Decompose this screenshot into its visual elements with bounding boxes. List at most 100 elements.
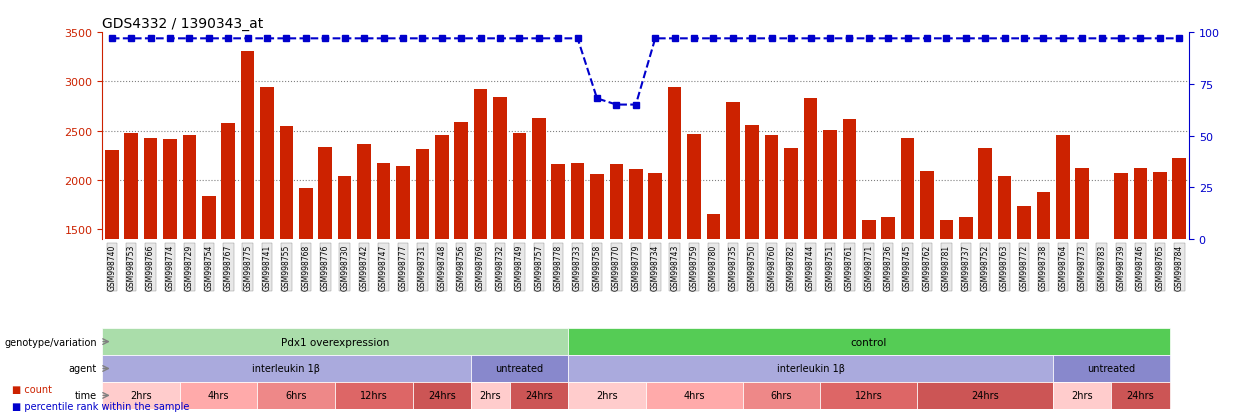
Text: GSM998779: GSM998779 <box>631 244 640 290</box>
Text: GSM998733: GSM998733 <box>573 244 583 290</box>
Bar <box>493 98 507 377</box>
Text: 6hrs: 6hrs <box>285 390 308 401</box>
Text: GSM998767: GSM998767 <box>224 244 233 290</box>
Text: GSM998777: GSM998777 <box>398 244 407 290</box>
Text: time: time <box>75 390 97 401</box>
Text: 4hrs: 4hrs <box>684 390 705 401</box>
Text: GSM998738: GSM998738 <box>1038 244 1048 290</box>
Bar <box>667 88 681 377</box>
FancyBboxPatch shape <box>102 328 568 355</box>
Bar <box>764 135 778 377</box>
Bar <box>959 218 972 377</box>
FancyBboxPatch shape <box>471 382 509 409</box>
Text: GSM998756: GSM998756 <box>457 244 466 290</box>
Text: 2hrs: 2hrs <box>129 390 152 401</box>
Bar <box>610 165 624 377</box>
Bar <box>532 119 545 377</box>
Text: GSM998737: GSM998737 <box>961 244 970 290</box>
Bar <box>1037 192 1051 377</box>
Text: GSM998749: GSM998749 <box>515 244 524 290</box>
Bar <box>1094 316 1108 377</box>
Text: GSM998780: GSM998780 <box>708 244 718 290</box>
Text: GSM998771: GSM998771 <box>864 244 873 290</box>
Bar <box>881 218 895 377</box>
Text: GSM998745: GSM998745 <box>903 244 913 290</box>
Text: GSM998762: GSM998762 <box>923 244 931 290</box>
FancyBboxPatch shape <box>509 382 568 409</box>
Bar <box>920 172 934 377</box>
Bar <box>552 165 565 377</box>
Text: GSM998735: GSM998735 <box>728 244 737 290</box>
Text: 24hrs: 24hrs <box>428 390 456 401</box>
Text: GSM998770: GSM998770 <box>613 244 621 290</box>
Text: genotype/variation: genotype/variation <box>5 337 97 347</box>
Bar <box>687 134 701 377</box>
Text: GSM998753: GSM998753 <box>127 244 136 290</box>
Text: GSM998776: GSM998776 <box>321 244 330 290</box>
Bar <box>746 126 759 377</box>
Text: GSM998748: GSM998748 <box>437 244 446 290</box>
Text: GSM998732: GSM998732 <box>496 244 504 290</box>
Text: interleukin 1β: interleukin 1β <box>777 363 844 374</box>
Text: GSM998743: GSM998743 <box>670 244 679 290</box>
Text: 6hrs: 6hrs <box>771 390 792 401</box>
Text: 2hrs: 2hrs <box>479 390 500 401</box>
Bar <box>997 177 1011 377</box>
FancyBboxPatch shape <box>568 382 646 409</box>
Bar <box>105 151 118 377</box>
Text: GDS4332 / 1390343_at: GDS4332 / 1390343_at <box>102 17 264 31</box>
Text: GSM998772: GSM998772 <box>1020 244 1028 290</box>
Bar <box>299 188 312 377</box>
Text: GSM998769: GSM998769 <box>476 244 486 290</box>
Text: GSM998759: GSM998759 <box>690 244 698 290</box>
Bar <box>260 88 274 377</box>
Text: GSM998778: GSM998778 <box>554 244 563 290</box>
Bar <box>979 149 992 377</box>
Text: interleukin 1β: interleukin 1β <box>253 363 320 374</box>
Text: GSM998754: GSM998754 <box>204 244 213 290</box>
Text: GSM998742: GSM998742 <box>360 244 369 290</box>
Text: 2hrs: 2hrs <box>596 390 618 401</box>
Text: GSM998751: GSM998751 <box>825 244 834 290</box>
Text: GSM998755: GSM998755 <box>281 244 291 290</box>
Bar <box>183 135 197 377</box>
Text: GSM998752: GSM998752 <box>981 244 990 290</box>
Bar <box>940 221 954 377</box>
Bar <box>357 145 371 377</box>
Bar <box>513 133 527 377</box>
Bar <box>1076 169 1089 377</box>
Bar <box>474 90 487 377</box>
Text: Pdx1 overexpression: Pdx1 overexpression <box>281 337 390 347</box>
Bar <box>1153 173 1167 377</box>
Text: 12hrs: 12hrs <box>855 390 883 401</box>
Text: untreated: untreated <box>1087 363 1135 374</box>
Text: 2hrs: 2hrs <box>1072 390 1093 401</box>
Text: GSM998746: GSM998746 <box>1135 244 1145 290</box>
Bar <box>280 126 294 377</box>
FancyBboxPatch shape <box>102 382 179 409</box>
Bar <box>784 149 798 377</box>
Text: GSM998763: GSM998763 <box>1000 244 1010 290</box>
Bar <box>726 103 740 377</box>
FancyBboxPatch shape <box>646 382 742 409</box>
Bar <box>590 175 604 377</box>
Text: GSM998757: GSM998757 <box>534 244 543 290</box>
Text: GSM998740: GSM998740 <box>107 244 116 290</box>
Bar <box>862 221 875 377</box>
Bar <box>396 167 410 377</box>
Bar <box>1173 159 1186 377</box>
Bar <box>454 123 468 377</box>
Bar <box>649 173 662 377</box>
Text: GSM998782: GSM998782 <box>787 244 796 290</box>
FancyBboxPatch shape <box>1053 355 1169 382</box>
FancyBboxPatch shape <box>102 355 471 382</box>
Text: GSM998741: GSM998741 <box>263 244 271 290</box>
FancyBboxPatch shape <box>258 382 335 409</box>
Text: GSM998736: GSM998736 <box>884 244 893 290</box>
Bar <box>843 120 857 377</box>
Bar <box>319 148 332 377</box>
Bar <box>163 139 177 377</box>
Text: GSM998774: GSM998774 <box>166 244 174 290</box>
Bar <box>1114 173 1128 377</box>
Text: GSM998729: GSM998729 <box>186 244 194 290</box>
